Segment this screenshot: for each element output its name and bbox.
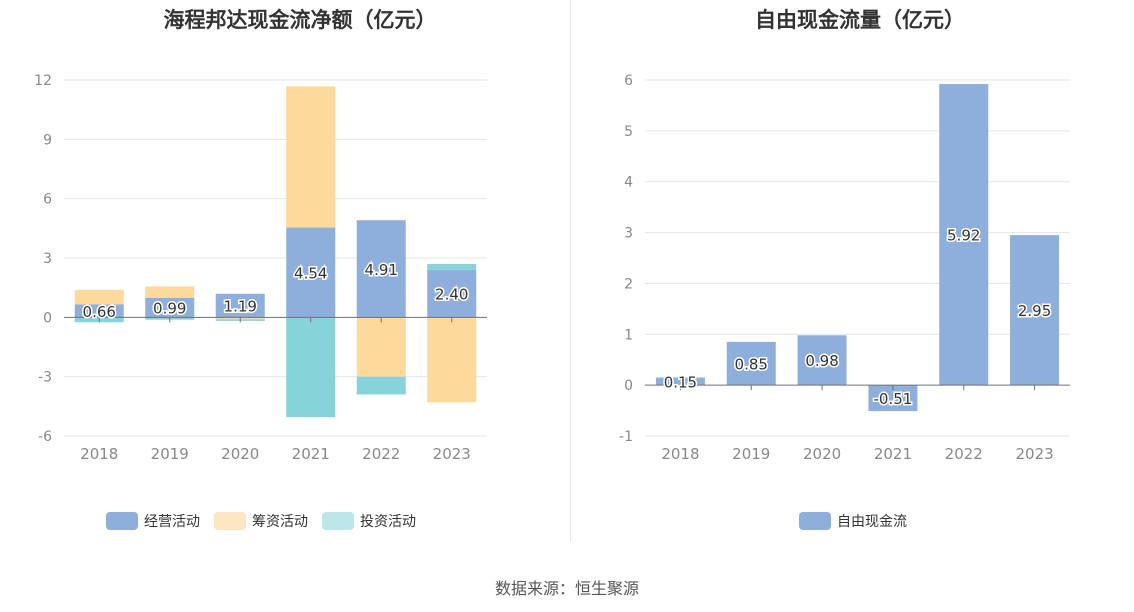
right-y-tick-label: 5 bbox=[624, 124, 633, 140]
right-bar-free-cf bbox=[939, 84, 989, 386]
left-x-tick-label: 2021 bbox=[292, 445, 330, 463]
left-y-tick-label: 0 bbox=[43, 310, 52, 326]
right-data-label: 5.92 bbox=[947, 227, 980, 245]
right-x-tick-label: 2018 bbox=[661, 445, 699, 463]
left-bar-investing bbox=[286, 317, 336, 418]
legend-item-operating[interactable]: 经营活动 bbox=[106, 511, 200, 531]
legend-swatch-investing bbox=[322, 512, 354, 530]
legend-item-financing[interactable]: 筹资活动 bbox=[214, 511, 308, 531]
legend-label-operating: 经营活动 bbox=[144, 514, 200, 530]
panel-divider bbox=[570, 0, 571, 542]
left-bar-investing bbox=[356, 376, 406, 395]
left-bar-operating bbox=[74, 304, 124, 318]
left-y-tick-label: 12 bbox=[34, 73, 52, 89]
legend-swatch-financing bbox=[214, 512, 246, 530]
right-y-tick-label: 0 bbox=[624, 378, 633, 394]
right-data-label: 0.98 bbox=[805, 352, 838, 370]
left-bar-operating bbox=[286, 227, 336, 318]
legend-swatch-operating bbox=[106, 512, 138, 530]
left-x-tick-label: 2022 bbox=[362, 445, 400, 463]
right-bar-free-cf bbox=[1010, 235, 1060, 386]
left-bar-operating bbox=[145, 297, 195, 318]
left-x-tick-label: 2018 bbox=[80, 445, 118, 463]
right-chart-title: 自由现金流量（亿元） bbox=[755, 8, 965, 32]
left-bar-operating bbox=[215, 293, 265, 318]
legend-item-investing[interactable]: 投资活动 bbox=[322, 511, 416, 531]
left-data-label: 4.54 bbox=[294, 264, 327, 282]
left-bar-operating bbox=[356, 220, 406, 318]
legend-label-financing: 筹资活动 bbox=[252, 514, 308, 530]
right-x-tick-label: 2020 bbox=[803, 445, 841, 463]
right-x-tick-label: 2022 bbox=[945, 445, 983, 463]
left-y-tick-label: -6 bbox=[38, 429, 52, 445]
legend-label-free-cf: 自由现金流 bbox=[837, 514, 907, 530]
left-y-tick-label: 9 bbox=[43, 132, 52, 148]
left-bar-financing bbox=[427, 317, 477, 403]
legend-label-investing: 投资活动 bbox=[360, 514, 416, 530]
left-chart-title: 海程邦达现金流净额（亿元） bbox=[163, 8, 437, 32]
right-x-tick-label: 2019 bbox=[732, 445, 770, 463]
left-bar-financing bbox=[356, 317, 406, 377]
left-y-tick-label: 6 bbox=[43, 192, 52, 208]
left-data-label: 4.91 bbox=[365, 261, 398, 279]
left-y-tick-label: -3 bbox=[38, 370, 52, 386]
legend-item-free-cf[interactable]: 自由现金流 bbox=[799, 511, 907, 531]
right-data-label: 0.15 bbox=[664, 373, 697, 391]
right-y-tick-label: 1 bbox=[624, 327, 633, 343]
left-bar-investing bbox=[427, 263, 477, 270]
right-y-tick-label: 4 bbox=[624, 175, 633, 191]
right-x-tick-label: 2021 bbox=[874, 445, 912, 463]
left-data-label: 2.40 bbox=[435, 286, 468, 304]
left-bar-financing bbox=[145, 286, 195, 298]
right-data-label: 0.85 bbox=[735, 356, 768, 374]
left-x-tick-label: 2023 bbox=[433, 445, 471, 463]
right-bar-free-cf bbox=[655, 377, 705, 386]
right-y-tick-label: -1 bbox=[619, 429, 633, 445]
right-x-tick-label: 2023 bbox=[1015, 445, 1053, 463]
left-legend: 经营活动 筹资活动 投资活动 bbox=[106, 511, 430, 531]
right-data-label: 2.95 bbox=[1018, 302, 1051, 320]
left-data-label: 1.19 bbox=[224, 298, 257, 316]
left-x-tick-label: 2019 bbox=[151, 445, 189, 463]
left-y-tick-label: 3 bbox=[43, 251, 52, 267]
left-data-label: 0.66 bbox=[83, 303, 116, 321]
left-bar-financing bbox=[74, 289, 124, 305]
left-bar-financing bbox=[286, 86, 336, 228]
right-legend: 自由现金流 bbox=[799, 511, 921, 531]
right-data-label: -0.51 bbox=[874, 390, 913, 408]
left-data-label: 0.99 bbox=[153, 300, 186, 318]
legend-swatch-free-cf bbox=[799, 512, 831, 530]
right-bar-free-cf bbox=[797, 335, 847, 386]
right-y-tick-label: 2 bbox=[624, 276, 633, 292]
right-y-tick-label: 6 bbox=[624, 73, 633, 89]
right-bar-free-cf bbox=[726, 341, 776, 386]
right-y-tick-label: 3 bbox=[624, 226, 633, 242]
data-source-note: 数据来源：恒生聚源 bbox=[494, 579, 639, 598]
left-bar-operating bbox=[427, 269, 477, 318]
left-x-tick-label: 2020 bbox=[221, 445, 259, 463]
